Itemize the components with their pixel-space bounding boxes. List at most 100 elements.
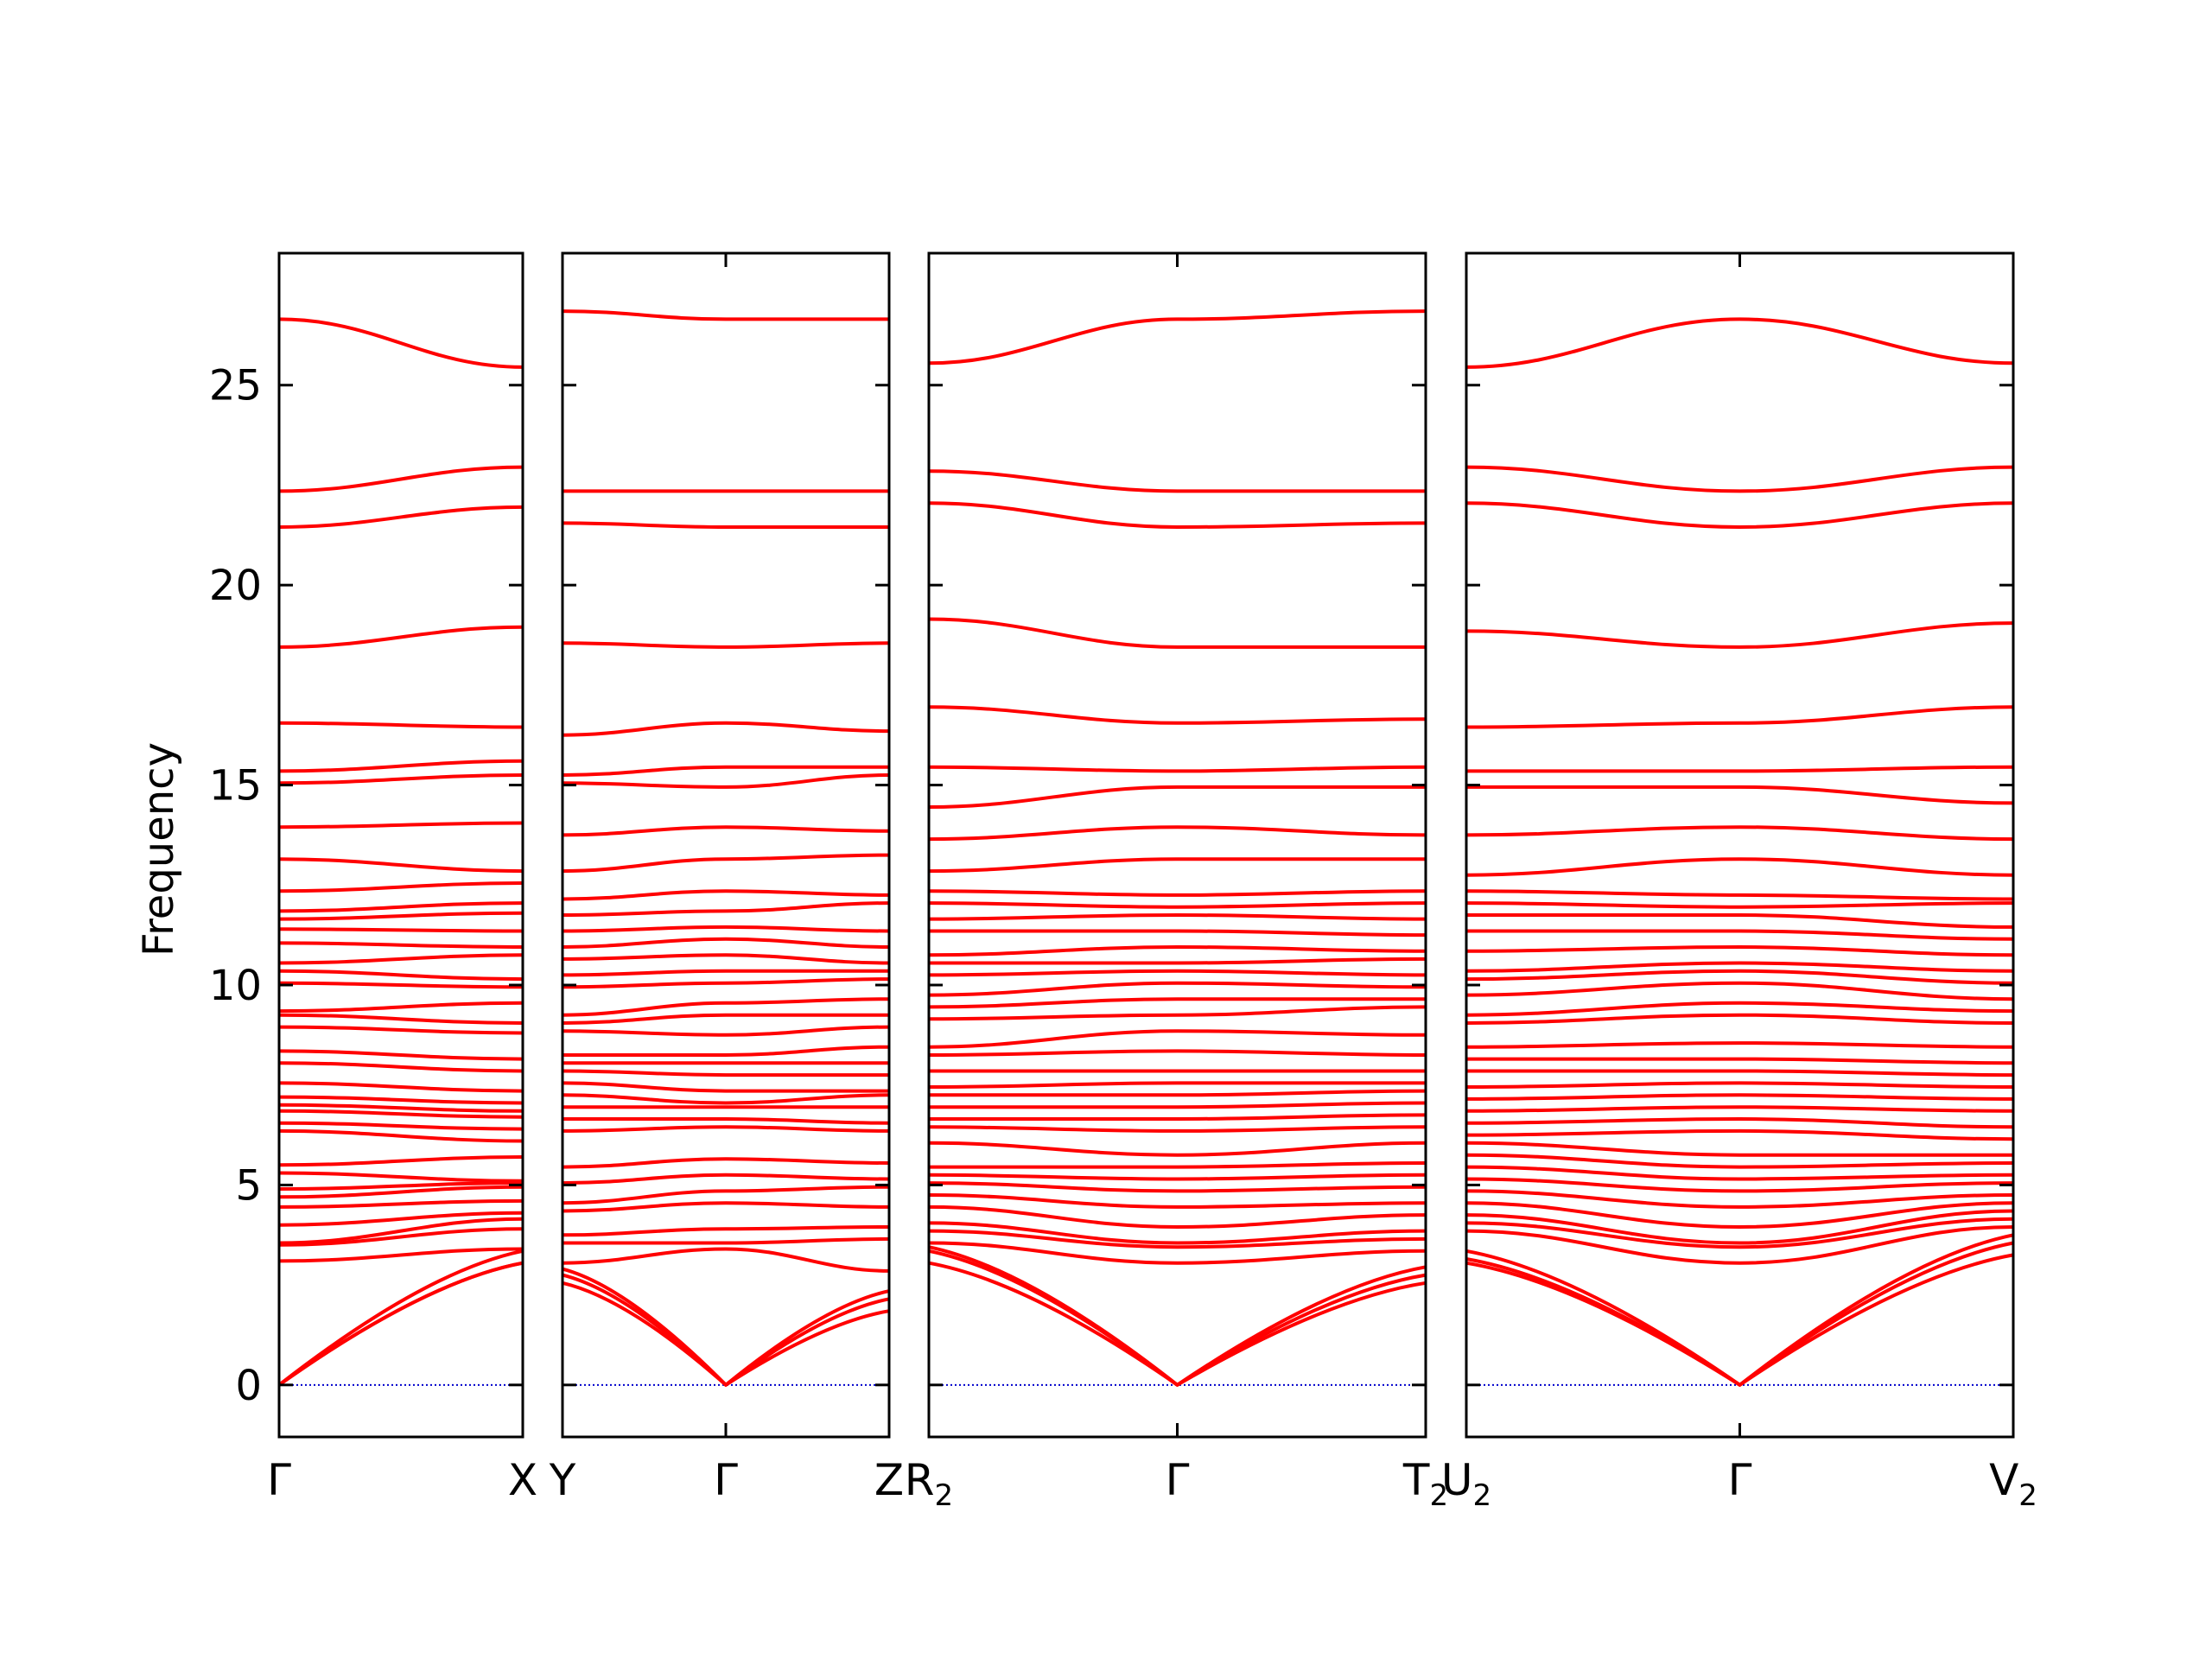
panel-frame [1465,251,2015,1439]
kpoint-label: Γ [267,1455,291,1505]
band-line [1465,1141,2013,1157]
band-line [278,317,524,369]
kpoint-label-main: X [508,1455,537,1505]
band-line [928,1101,1427,1109]
band-line [1465,621,2014,649]
band-line [1465,1013,2014,1025]
band-line [562,1201,890,1213]
band-line [278,1128,524,1143]
band-line [562,937,890,949]
band-line [562,1173,890,1185]
y-axis-label: Frequency [135,742,183,957]
band-line [928,1081,1426,1089]
band-line [928,469,1426,493]
band-line [562,1281,890,1387]
band-line [562,1093,890,1105]
band-line [1465,969,2014,985]
band-line [562,889,890,901]
panel-frame [277,251,524,1439]
band-line [928,1125,1427,1133]
band-line [1465,961,2014,973]
band-line [928,785,1426,809]
band-line [1465,889,2014,901]
band-line [562,997,890,1017]
band-line [278,1109,524,1119]
band-line [928,1141,1427,1157]
band-line [562,1125,890,1133]
band-line [928,945,1427,957]
kpoint-label-main: Γ [1166,1455,1190,1505]
y-tick-label: 15 [209,762,262,810]
band-line [562,309,889,321]
band-line [1465,501,2014,529]
band-line [278,981,524,989]
band-line [562,953,890,965]
kpoint-label-main: U [1441,1455,1473,1505]
kpoint-label-sub: 2 [935,1478,954,1513]
band-line [928,889,1427,897]
band-line [562,765,889,777]
band-line [928,1193,1427,1209]
kpoint-label-main: Γ [1728,1455,1752,1505]
band-line [278,941,524,949]
band-line [1466,785,2014,805]
band-line [929,929,1427,938]
band-line [278,1185,524,1199]
band-line [928,1005,1427,1021]
band-line [1466,913,2014,929]
band-line [278,1171,524,1183]
band-line [277,1261,524,1387]
band-line [1465,765,2014,773]
kpoint-label: R2 [905,1455,953,1513]
band-line [563,1236,890,1245]
band-line [1465,705,2014,729]
band-line [278,1049,524,1061]
band-line [278,857,524,874]
band-line [928,1245,1427,1387]
band-line [1465,1209,2014,1245]
y-tick-label: 10 [209,962,262,1010]
band-line [1465,1177,2014,1193]
kpoint-label-main: V [1989,1455,2018,1505]
band-line [278,1155,524,1167]
kpoint-label: Γ [1728,1455,1752,1505]
band-line [928,1049,1427,1057]
kpoint-label-main: Y [549,1455,576,1505]
band-line [1465,317,2014,369]
band-line [562,1013,889,1025]
kpoint-label-main: Γ [714,1455,738,1505]
band-line [1466,929,2014,941]
kpoint-label: Γ [1166,1455,1190,1505]
band-line [928,1161,1427,1169]
band-line [928,825,1427,842]
band-line [563,1045,890,1058]
band-line [1465,1165,2014,1181]
band-line [277,1249,524,1387]
band-line [929,957,1427,965]
band-line [278,881,524,893]
kpoint-label-sub: 2 [1472,1478,1491,1513]
kpoint-label-main: Z [874,1455,904,1505]
band-line [278,1095,524,1105]
band-line [928,913,1427,921]
band-line [278,1181,524,1191]
band-line [562,1267,890,1387]
kpoint-label: Y [549,1455,576,1505]
band-line [562,925,890,933]
band-line [278,1013,524,1025]
band-line [1465,1001,2014,1017]
band-line [562,825,890,837]
band-line [928,617,1426,649]
band-line [1465,981,2014,1001]
panel-frame [927,251,1427,1439]
band-line [278,625,524,649]
band-line [928,969,1427,977]
band-line [278,1217,524,1245]
band-line [928,1261,1427,1387]
band-line [928,1241,1427,1265]
band-line [1465,1225,2014,1265]
band-line [928,857,1426,874]
band-line [928,1205,1427,1229]
